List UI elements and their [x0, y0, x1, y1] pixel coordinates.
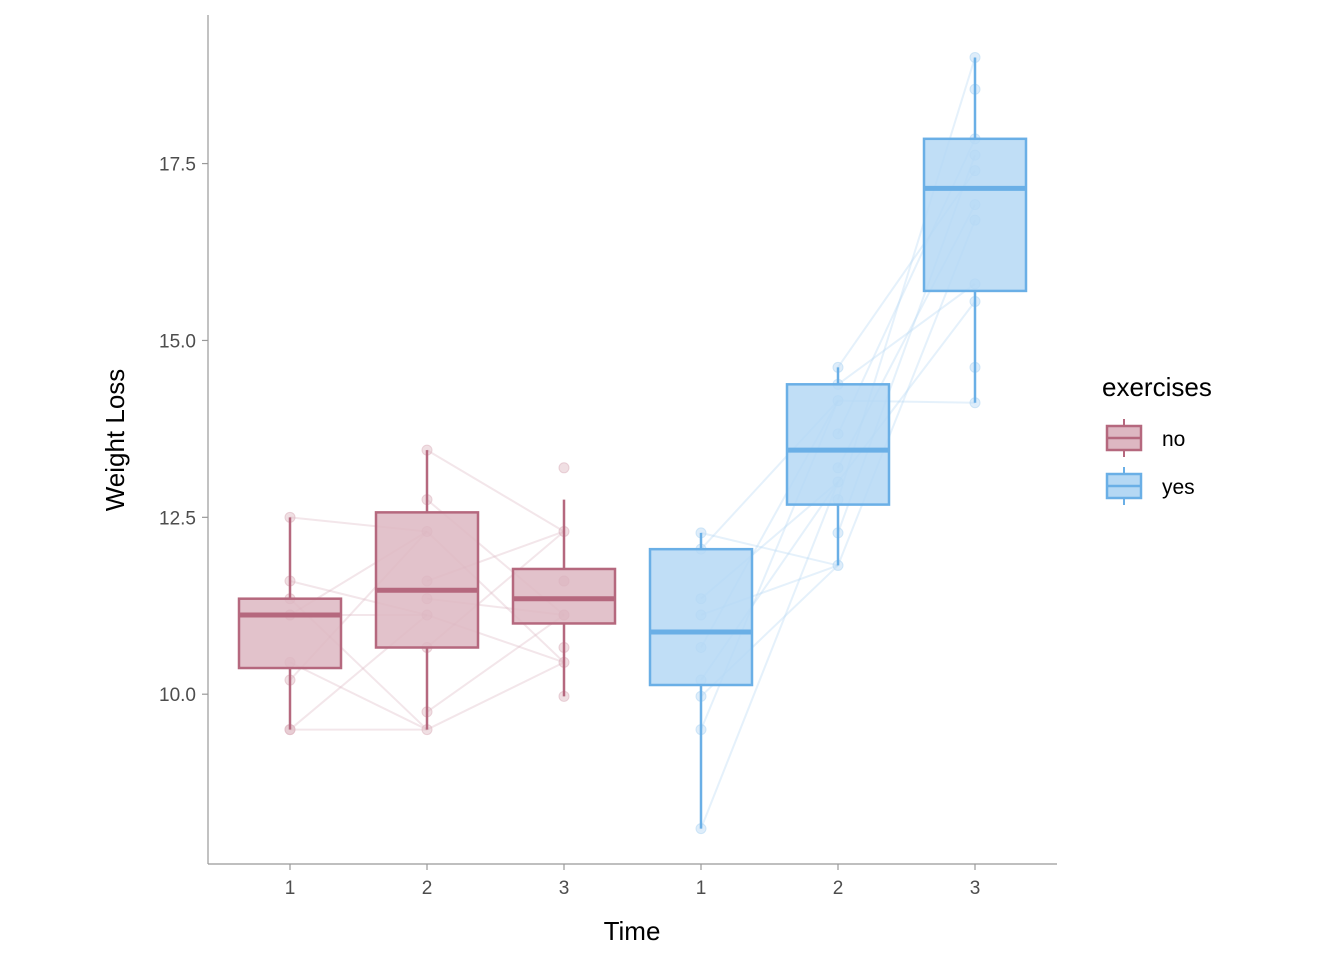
- individual-line: [426, 661, 565, 731]
- y-tick-label: 17.5: [159, 155, 196, 176]
- box-body: [374, 511, 480, 649]
- data-point: [558, 462, 570, 474]
- legend-item-no: no: [1105, 419, 1185, 457]
- y-tick-label: 10.0: [159, 685, 196, 706]
- legend-title: exercises: [1102, 372, 1212, 402]
- individual-line: [700, 531, 839, 567]
- legend-label: yes: [1162, 476, 1195, 499]
- individual-line: [426, 449, 565, 533]
- x-tick-label: 2: [833, 878, 844, 899]
- box-yes-time-2: [785, 367, 891, 566]
- axes-layer: [207, 15, 1057, 865]
- box-body: [785, 383, 891, 506]
- box-yes-time-1: [648, 532, 754, 829]
- box-body: [648, 547, 754, 687]
- box-body: [922, 137, 1028, 293]
- box-no-time-1: [237, 517, 343, 730]
- x-tick-label: 3: [559, 878, 570, 899]
- x-axis-title: Time: [604, 916, 661, 946]
- x-ticks-layer: 1 2 3 1 2 3: [285, 864, 981, 899]
- individual-line: [700, 481, 839, 829]
- y-tick-label: 15.0: [159, 331, 196, 352]
- legend-label: no: [1162, 428, 1185, 451]
- box-yes-time-3: [922, 57, 1028, 403]
- box-no-time-3: [511, 499, 617, 697]
- x-tick-label: 2: [422, 878, 433, 899]
- individual-line: [289, 661, 428, 731]
- y-axis-title: Weight Loss: [100, 369, 130, 512]
- x-tick-label: 1: [285, 878, 296, 899]
- y-tick-label: 12.5: [159, 508, 196, 529]
- legend-item-yes: yes: [1105, 467, 1195, 505]
- legend: exercises no yes: [1102, 372, 1212, 505]
- x-tick-label: 3: [970, 878, 981, 899]
- individual-line: [837, 283, 976, 386]
- y-ticks-layer: 10.0 12.5 15.0 17.5: [159, 155, 208, 706]
- boxes-layer: [237, 57, 1028, 829]
- individual-line: [426, 614, 565, 713]
- box-body: [237, 597, 343, 670]
- box-no-time-2: [374, 450, 480, 730]
- x-tick-label: 1: [696, 878, 707, 899]
